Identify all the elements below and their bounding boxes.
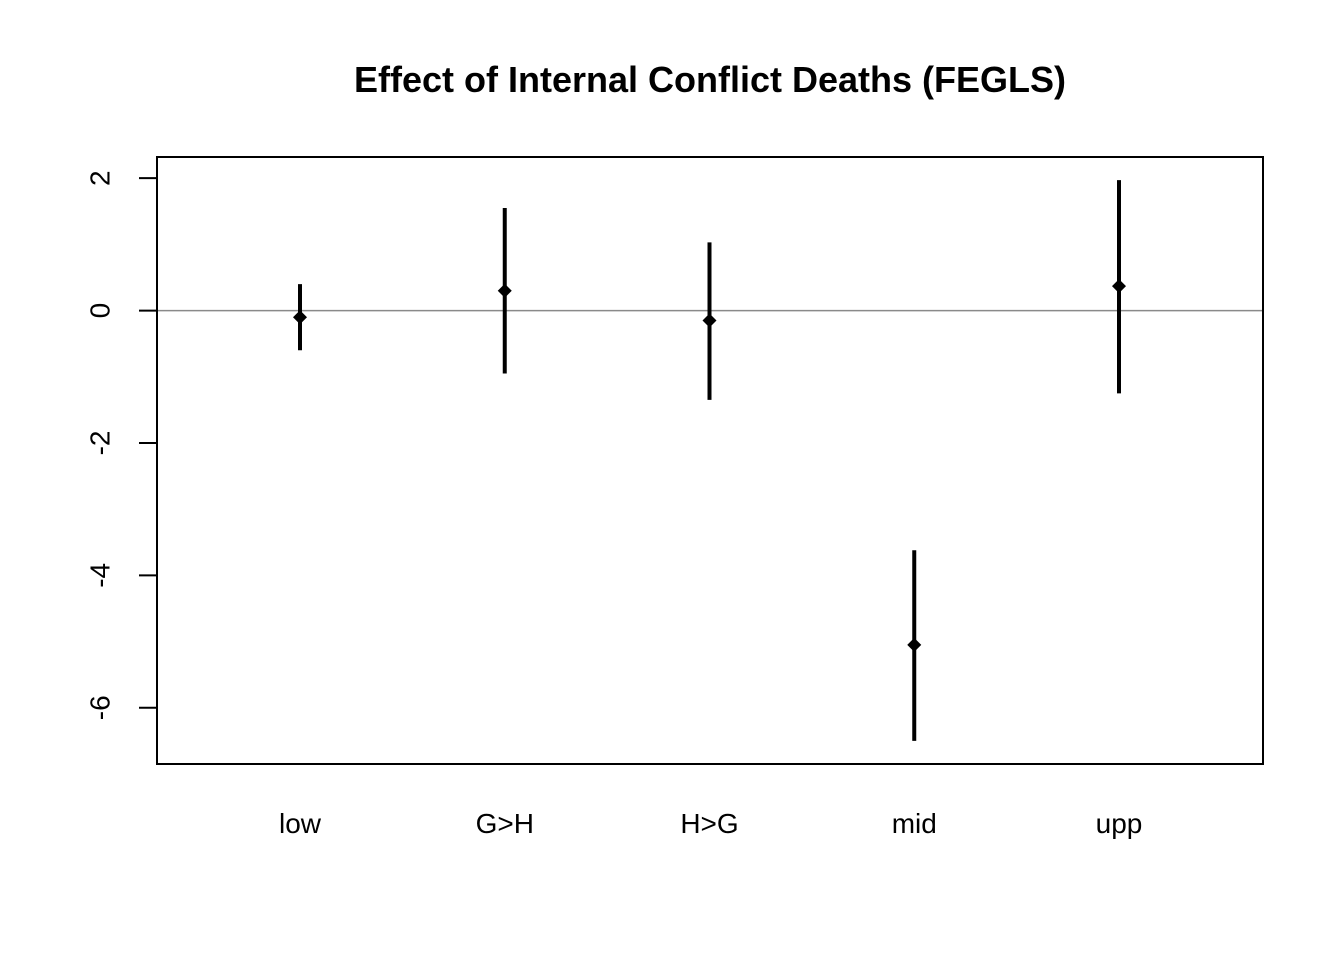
x-category-label: H>G [680,808,738,839]
point-estimate-4 [1112,279,1126,294]
y-tick-label: 2 [85,170,116,186]
y-tick-label: -6 [85,695,116,720]
y-tick-label: -4 [85,563,116,588]
x-axis-labels: low G>H H>G mid upp [279,808,1142,839]
plot-frame [156,156,1264,765]
point-estimate-0 [293,310,307,325]
point-estimate-2 [702,313,717,328]
point-estimate-1 [497,283,512,298]
estimate-marks [293,180,1126,741]
chart-title: Effect of Internal Conflict Deaths (FEGL… [354,59,1066,100]
point-estimate-3 [907,637,922,652]
x-category-label: low [279,808,322,839]
y-tick-label: -2 [85,431,116,456]
y-tick-label: 0 [85,303,116,319]
y-axis: 2 0 -2 -4 -6 [85,170,157,720]
x-category-label: upp [1096,808,1143,839]
x-category-label: mid [892,808,937,839]
x-category-label: G>H [476,808,534,839]
